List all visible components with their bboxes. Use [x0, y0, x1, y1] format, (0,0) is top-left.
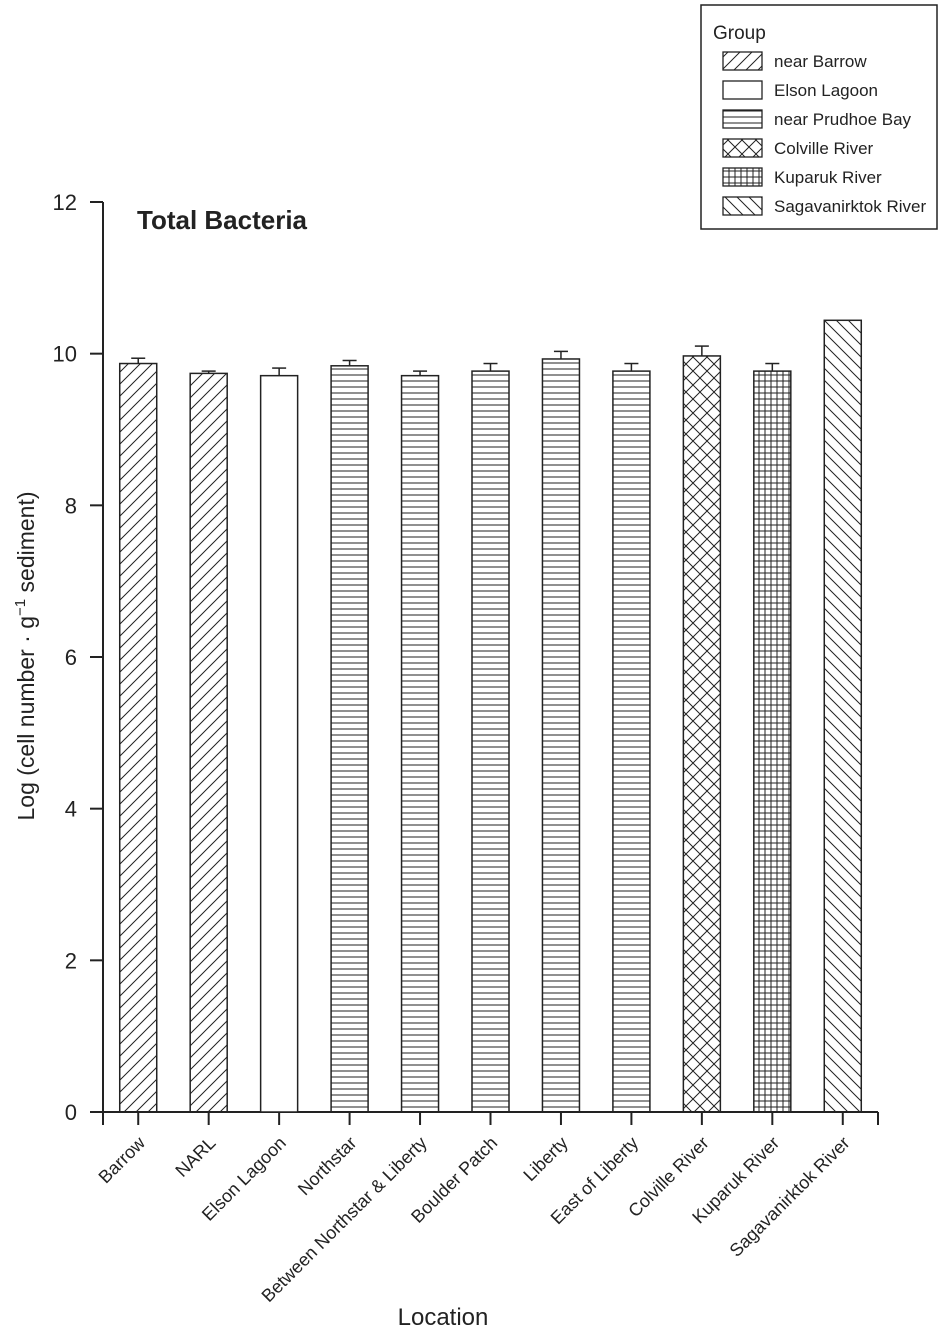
- chart-title: Total Bacteria: [137, 205, 308, 235]
- bar: [823, 319, 863, 1113]
- x-tick-label: Liberty: [519, 1133, 571, 1185]
- y-tick-label: 10: [53, 342, 77, 367]
- bar: [612, 370, 651, 1113]
- legend-entries: near Barrow Elson Lagoon near Prudhoe Bay C…: [722, 51, 926, 216]
- legend: Group near Barrow Elson Lagoon near Prudho…: [700, 4, 938, 230]
- legend-title: Group: [713, 23, 766, 44]
- legend-swatch: [722, 51, 763, 71]
- y-tick-label: 4: [65, 797, 77, 822]
- bar: [118, 362, 158, 1113]
- y-axis-label: Log (cell number · g−1 sediment): [12, 491, 39, 820]
- y-tick-label: 6: [65, 645, 77, 670]
- legend-label: Colville River: [774, 139, 874, 158]
- bar: [330, 365, 369, 1113]
- x-tick-label: Northstar: [294, 1133, 360, 1199]
- legend-swatch: [722, 80, 763, 100]
- bar: [189, 372, 228, 1113]
- legend-label: near Prudhoe Bay: [774, 110, 912, 129]
- x-tick-label: Sagavanirktok River: [726, 1133, 854, 1261]
- x-axis-label: Location: [398, 1304, 489, 1331]
- legend-swatch: [722, 138, 763, 158]
- y-tick-label: 8: [65, 493, 77, 518]
- legend-swatch: [722, 109, 763, 129]
- y-tick-label: 0: [65, 1100, 77, 1125]
- legend-label: near Barrow: [774, 52, 867, 71]
- x-tick-label: NARL: [171, 1133, 219, 1181]
- legend-label: Elson Lagoon: [774, 81, 878, 100]
- bar: [541, 358, 581, 1113]
- bar: [471, 370, 510, 1113]
- y-tick-label: 12: [53, 190, 77, 215]
- legend-label: Kuparuk River: [774, 168, 882, 187]
- legend-swatch: [722, 196, 763, 216]
- y-tick-label: 2: [65, 948, 77, 973]
- x-tick-label: Barrow: [95, 1132, 150, 1187]
- y-axis-label-superscript: −1: [12, 599, 29, 616]
- legend-label: Sagavanirktok River: [774, 197, 926, 216]
- y-axis-label-end: sediment): [13, 491, 39, 598]
- bar: [753, 370, 792, 1113]
- y-axis-label-main: Log (cell number · g: [13, 616, 39, 821]
- bar: [259, 374, 299, 1113]
- bar: [400, 374, 440, 1113]
- bar: [682, 355, 722, 1113]
- legend-swatch: [722, 167, 763, 187]
